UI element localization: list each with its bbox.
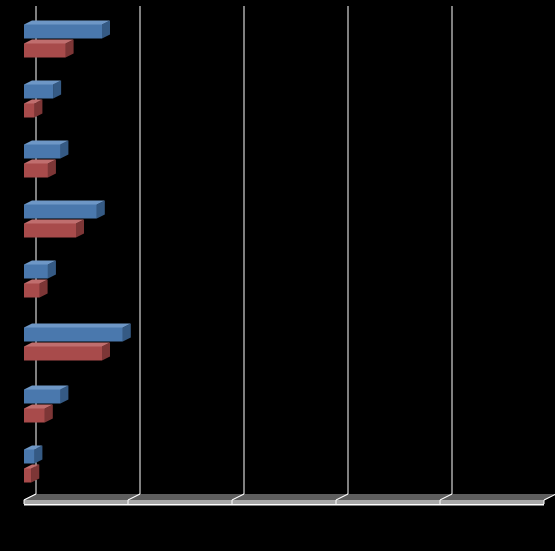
chart-canvas	[0, 0, 555, 551]
horizontal-bar-chart	[0, 0, 555, 551]
